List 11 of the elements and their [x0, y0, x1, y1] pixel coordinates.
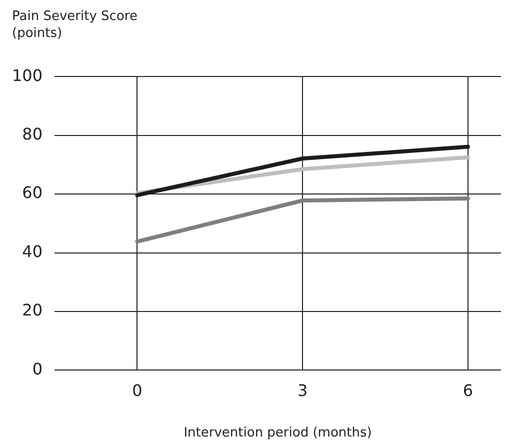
y-tick-label: 20 [22, 300, 43, 320]
y-tick-label: 100 [12, 66, 43, 85]
x-tick-label: 3 [297, 380, 308, 400]
y-axis-title: Pain Severity Score (points) [12, 8, 138, 42]
x-tick-label: 6 [462, 380, 474, 400]
x-tick-label: 0 [132, 380, 142, 400]
y-tick-label: 60 [22, 183, 43, 202]
y-tick-label: 40 [22, 242, 43, 261]
x-axis-title: Intervention period (months) [184, 426, 372, 441]
y-tick-label: 0 [32, 359, 43, 378]
y-tick-label: 80 [22, 124, 43, 144]
